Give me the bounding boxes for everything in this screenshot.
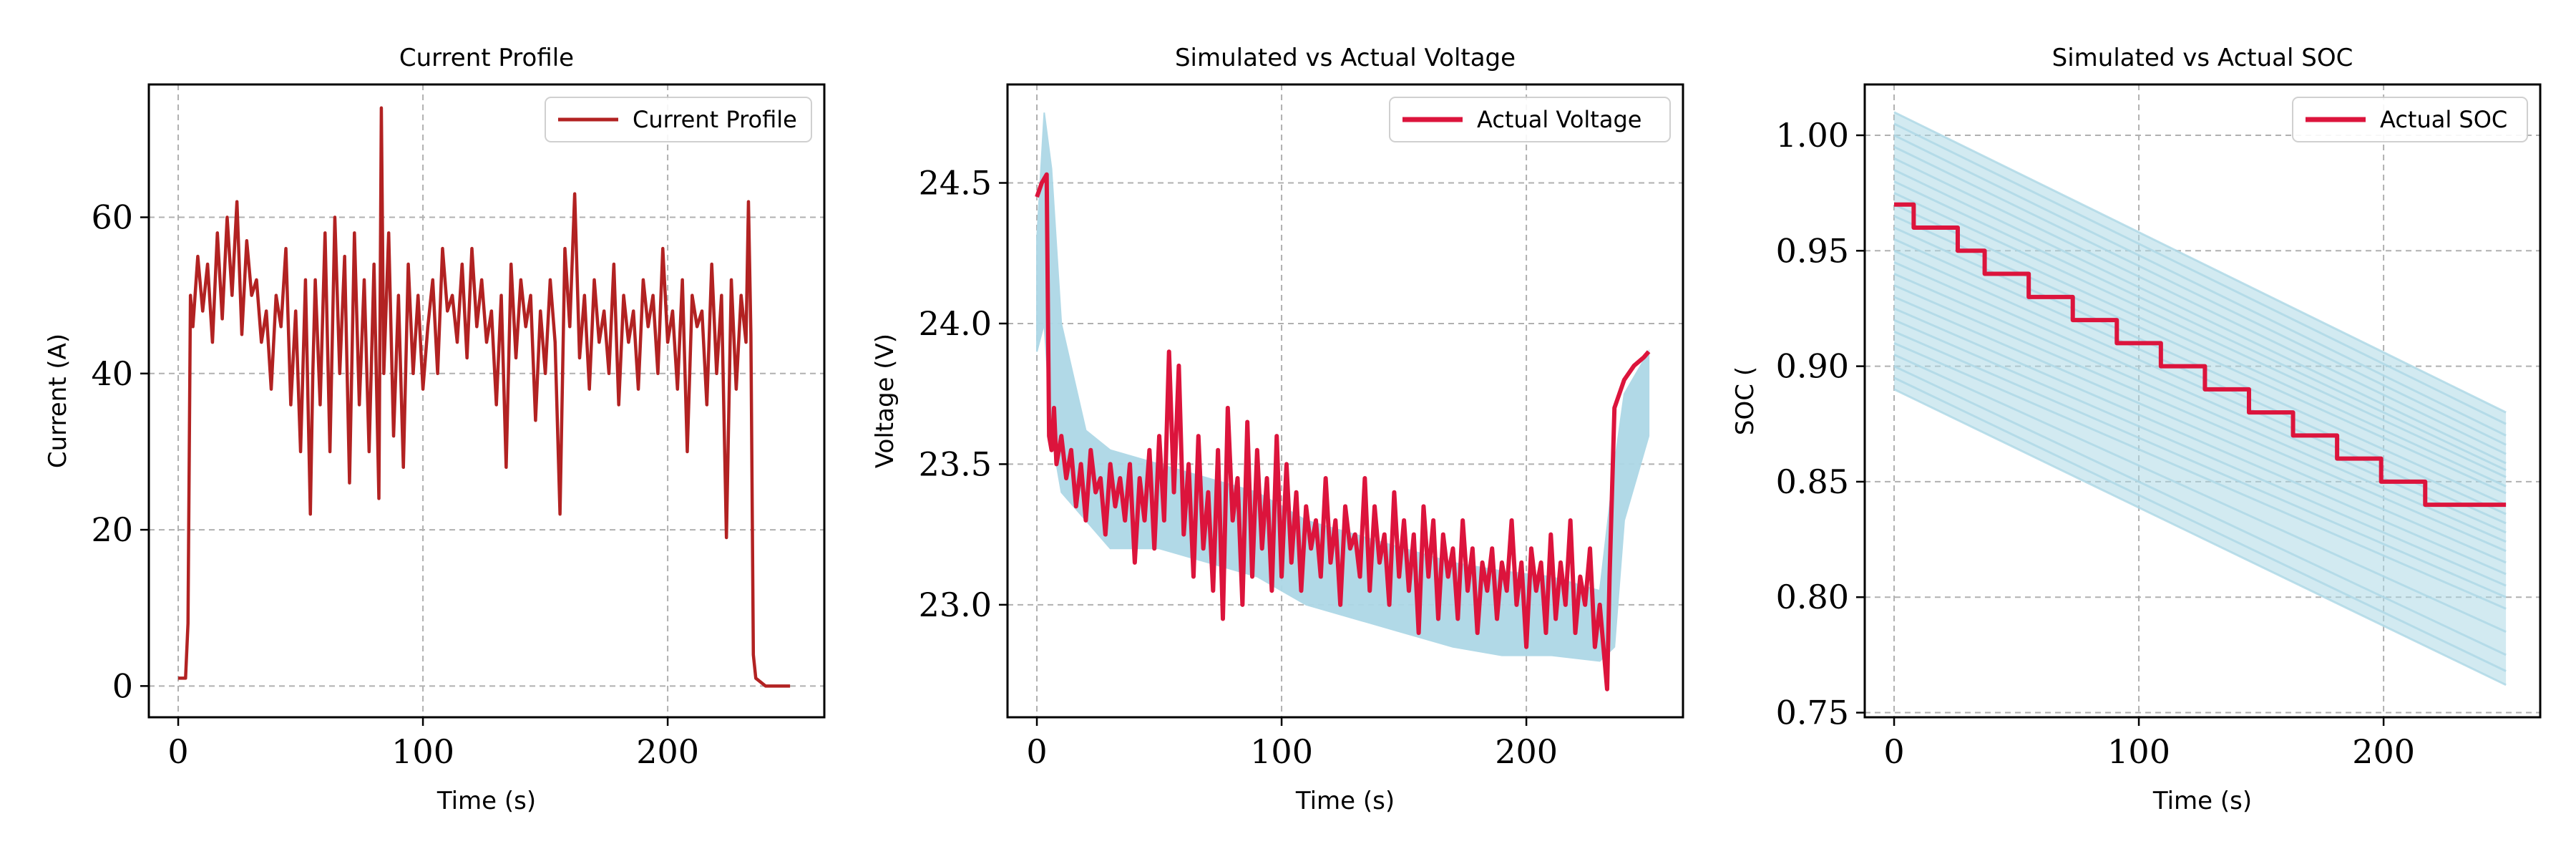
y-tick-label: 0.75 — [1776, 694, 1849, 732]
y-tick-label: 40 — [91, 354, 133, 393]
simulated-soc-line — [1893, 341, 2507, 610]
chart-panel-3: 0 100 200 0.75 0.80 0.85 0.90 0.95 1.00 Simulated… — [1731, 44, 2542, 815]
x-tick-label: 200 — [2352, 732, 2415, 771]
y-tick-label: 24.0 — [919, 304, 992, 343]
chart-panel-2: 0 100 200 23.0 23.5 24.0 24.5 Simulated vs Actu… — [871, 44, 1684, 815]
axes-frame — [1863, 83, 2542, 719]
plot-area — [1893, 111, 2507, 686]
simulated-soc-line — [1893, 134, 2507, 437]
plot-area — [178, 106, 791, 688]
x-tick-label: 0 — [167, 732, 188, 771]
x-tick-label: 100 — [1250, 732, 1313, 771]
x-tick-label: 200 — [1495, 732, 1558, 771]
simulated-soc-line — [1893, 238, 2507, 515]
y-tick-label: 0 — [112, 666, 133, 705]
simulated-soc-line — [1893, 354, 2507, 633]
y-tick-label: 0.95 — [1776, 231, 1849, 270]
chart-title: Simulated vs Actual Voltage — [1175, 44, 1516, 72]
simulated-soc-line — [1893, 203, 2507, 487]
simulated-soc-line — [1893, 377, 2507, 672]
x-axis-label: Time (s) — [2152, 787, 2252, 815]
legend-label: Actual Voltage — [1477, 106, 1641, 133]
series-line — [178, 106, 791, 688]
simulated-soc-line — [1893, 330, 2507, 598]
chart-panel-1: 0 100 200 0 20 40 60 Current Profile Time (s) Cur… — [44, 44, 826, 815]
legend: Actual Voltage — [1389, 97, 1671, 142]
legend-box — [545, 97, 812, 142]
x-axis-label: Time (s) — [436, 787, 536, 815]
x-tick-label: 0 — [1883, 732, 1904, 771]
y-tick-label: 0.85 — [1776, 462, 1849, 501]
simulated-soc-line — [1893, 296, 2507, 564]
simulated-soc-line — [1893, 307, 2507, 576]
y-axis-label: Current (A) — [44, 334, 72, 468]
y-tick-label: 20 — [91, 510, 133, 549]
simulated-soc-line — [1893, 388, 2507, 686]
x-tick-label: 100 — [2107, 732, 2170, 771]
series-line — [1894, 202, 2507, 508]
y-tick-label: 24.5 — [919, 164, 992, 203]
series-line — [1035, 172, 1651, 691]
simulated-soc-line — [1893, 192, 2507, 478]
y-tick-label: 0.90 — [1776, 347, 1849, 386]
legend-label: Current Profile — [633, 106, 797, 133]
simulated-soc-line — [1893, 319, 2507, 587]
simulated-soc-line — [1893, 261, 2507, 534]
y-tick-label: 23.5 — [919, 445, 992, 483]
legend-box — [2292, 97, 2528, 142]
legend: Actual SOC — [2292, 97, 2528, 142]
x-tick-label: 100 — [391, 732, 454, 771]
y-tick-label: 0.80 — [1776, 578, 1849, 616]
simulated-soc-line — [1893, 215, 2507, 495]
plot-area — [1035, 112, 1651, 691]
x-tick-label: 0 — [1026, 732, 1047, 771]
y-axis-label: Voltage (V) — [871, 334, 899, 468]
y-tick-label: 60 — [91, 198, 133, 237]
simulated-soc-line — [1893, 157, 2507, 455]
axes-frame — [147, 83, 826, 719]
simulated-soc-line — [1893, 284, 2507, 553]
x-axis-label: Time (s) — [1295, 787, 1395, 815]
simulated-soc-line — [1893, 111, 2507, 414]
legend: Current Profile — [545, 97, 812, 142]
y-tick-label: 1.00 — [1776, 116, 1849, 155]
simulated-soc-line — [1893, 145, 2507, 446]
axes-frame — [1006, 83, 1684, 719]
legend-box — [1389, 97, 1671, 142]
simulated-soc-line — [1893, 249, 2507, 525]
simulated-soc-line — [1893, 365, 2507, 656]
simulated-soc-line — [1893, 180, 2507, 472]
chart-title: Current Profile — [399, 44, 574, 72]
chart-title: Simulated vs Actual SOC — [2052, 44, 2353, 72]
x-tick-label: 200 — [636, 732, 699, 771]
simulated-soc-line — [1893, 169, 2507, 465]
simulated-soc-line — [1893, 273, 2507, 543]
y-tick-label: 23.0 — [919, 586, 992, 624]
simulated-soc-line — [1893, 122, 2507, 425]
legend-label: Actual SOC — [2380, 106, 2507, 133]
y-axis-label: SOC ( — [1731, 367, 1760, 435]
